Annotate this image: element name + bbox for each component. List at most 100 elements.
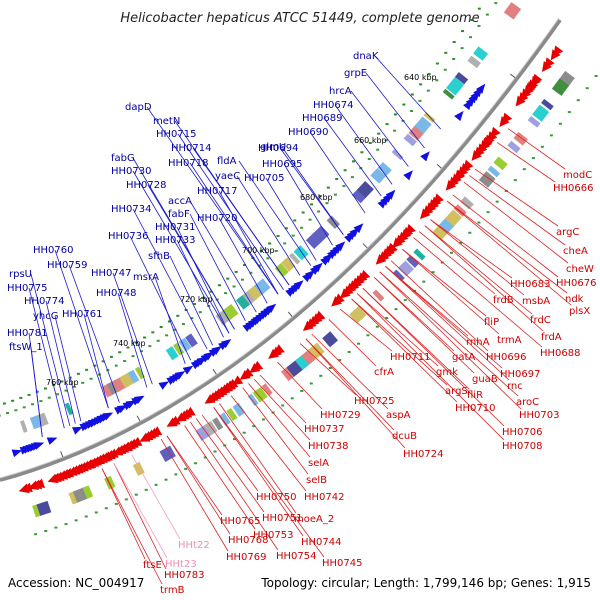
gc-skew-dot [174,473,178,476]
leader-line [176,239,224,338]
forward-gene-arrow [220,339,232,349]
forward-gene-arrow [420,151,430,162]
leader-line [83,313,109,409]
cog-block [446,77,465,96]
gc-skew-dot [328,367,332,370]
leader-line [28,287,65,429]
reverse-gene-arrow [490,126,501,138]
gene-label: trmB [160,585,185,596]
gene-label: modC [563,170,592,181]
gc-skew-dot [167,320,171,323]
leader-line [446,200,572,306]
gc-skew-dot [134,341,138,344]
leader-line [201,414,259,492]
leader-line [113,463,168,559]
leader-line [385,265,503,369]
reverse-gene-arrow [333,293,345,304]
gc-skew-dot [460,47,464,50]
cog-block [212,417,224,431]
leader-line [147,184,235,330]
cog-block [551,78,570,96]
leader-line [305,338,395,431]
leader-line [496,142,556,183]
cog-block [247,393,259,407]
gene-label: trmA [497,335,522,346]
accession-text: Accession: NC_004917 [8,576,145,590]
gc-skew-dot [326,186,330,189]
gc-skew-dot [333,193,337,196]
gene-label: HH0733 [155,235,196,246]
leader-line [54,249,109,409]
leader-line [213,407,304,537]
leader-line [238,160,312,266]
gc-skew-dot [461,30,465,33]
reverse-gene-arrow [532,73,543,85]
leader-line [242,387,309,475]
forward-gene-arrow [385,189,396,200]
gene-label: HH0736 [108,231,149,242]
leader-line [283,163,333,246]
gene-label: HH0717 [197,186,238,197]
gc-skew-dot [43,387,47,390]
gc-skew-dot [0,414,1,417]
scale-tick-label: 720 kbp [180,295,213,304]
cog-block [473,46,489,61]
gc-skew-dot [144,488,148,491]
leader-line [373,277,475,374]
cog-block [185,333,198,348]
leader-line [166,435,231,535]
cog-block [503,2,522,20]
cog-block [454,72,469,85]
cog-block [242,289,257,305]
reverse-gene-arrow [33,478,46,489]
map-title: Helicobacter hepaticus ATCC 51449, compl… [120,11,479,26]
gene-label: HH0683 [510,279,551,290]
reverse-gene-arrow [169,415,181,426]
gene-label: argC [556,227,579,238]
leader-line [463,181,569,264]
leader-line [305,338,406,449]
gc-skew-dot [240,278,244,281]
gc-skew-dot [540,145,544,148]
gc-skew-dot [319,374,323,377]
scale-tick-mark [510,73,516,79]
gc-skew-dot [35,390,39,393]
gene-label: cheA [563,246,588,257]
gene-label: HH0745 [322,558,363,569]
gc-skew-dot [2,402,6,405]
gc-skew-dot [184,467,188,470]
gc-skew-dot [495,200,499,203]
gene-labels: dnaK grpE hrcA HH0674 HH0689 HH0690 glmU… [7,51,597,596]
gc-skew-dot [94,511,98,514]
gene-label: grpE [344,68,367,79]
cog-block [370,167,387,184]
leader-line [379,271,519,397]
gc-skew-dot [357,342,361,345]
leader-line [413,237,543,348]
cog-block [444,209,463,227]
gene-label: HH0697 [500,369,541,380]
gc-skew-dot [444,51,448,54]
gene-label: HH0706 [502,427,543,438]
gene-label: frdC [530,315,551,326]
leader-line [469,175,566,246]
gc-skew-dot [64,389,68,392]
gene-label: frdA [541,332,562,343]
cog-block [351,189,367,204]
gc-skew-dot [259,249,263,252]
leader-line [236,175,301,276]
gene-label: guaB [472,374,498,385]
gc-skew-dot [368,142,372,145]
leader-line [279,147,344,235]
reverse-gene-arrow [463,159,474,171]
leader-line [189,162,279,295]
gc-skew-dot [409,109,413,112]
leader-line [132,170,230,334]
gc-skew-dot [209,290,213,293]
gene-label: HH0690 [288,127,329,138]
forward-gene-arrow [265,303,277,314]
gene-label: HH0695 [262,159,303,170]
gc-skew-dot [266,257,270,260]
gc-skew-dot [440,261,444,264]
gene-label: HH0728 [126,180,167,191]
